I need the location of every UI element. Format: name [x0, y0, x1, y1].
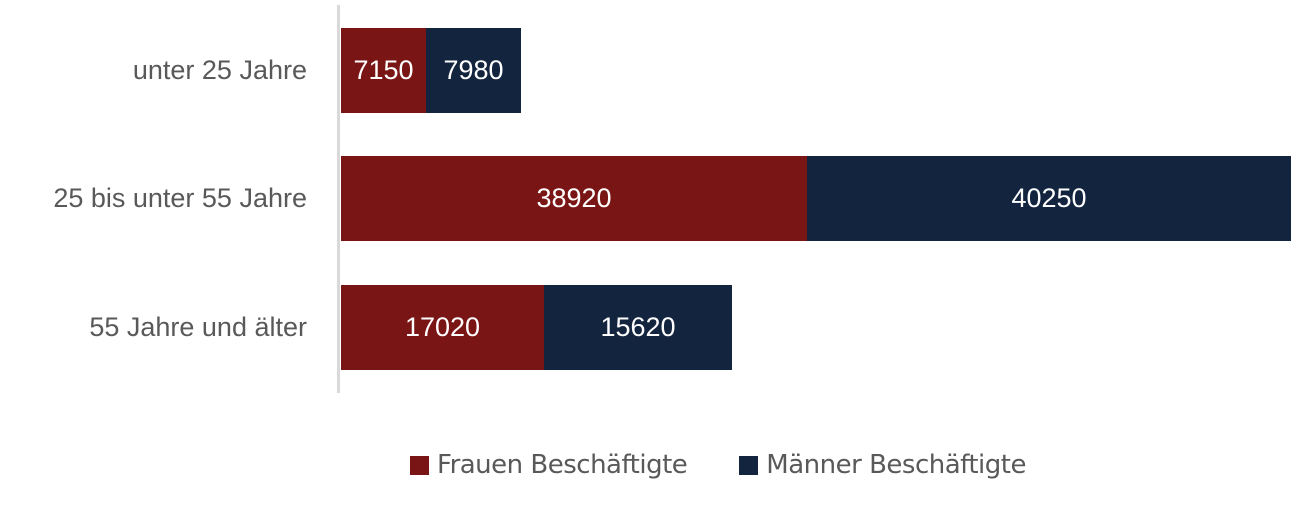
legend-item-frauen: Frauen Beschäftigte	[410, 450, 688, 480]
legend-swatch-icon	[739, 455, 759, 475]
bar-frauen: 7150	[341, 28, 426, 113]
category-label: unter 25 Jahre	[132, 55, 307, 85]
category-label: 25 bis unter 55 Jahre	[53, 183, 307, 213]
bar-row-unter-25: 7150 7980	[341, 28, 521, 113]
category-axis-line	[337, 5, 340, 393]
legend-label: Frauen Beschäftigte	[437, 450, 688, 480]
legend-swatch-icon	[410, 455, 429, 475]
bar-maenner: 15620	[544, 285, 732, 370]
bar-row-55-plus: 17020 15620	[341, 285, 732, 370]
bar-maenner: 40250	[807, 156, 1291, 241]
category-label: 55 Jahre und älter	[89, 312, 307, 342]
legend-item-maenner: Männer Beschäftigte	[739, 450, 1026, 480]
bar-frauen: 38920	[341, 156, 807, 241]
legend-label: Männer Beschäftigte	[766, 450, 1026, 480]
legend: Frauen Beschäftigte Männer Beschäftigte	[410, 450, 1078, 480]
bar-row-25-bis-55: 38920 40250	[341, 156, 1291, 241]
bar-frauen: 17020	[341, 285, 544, 370]
bar-maenner: 7980	[426, 28, 521, 113]
